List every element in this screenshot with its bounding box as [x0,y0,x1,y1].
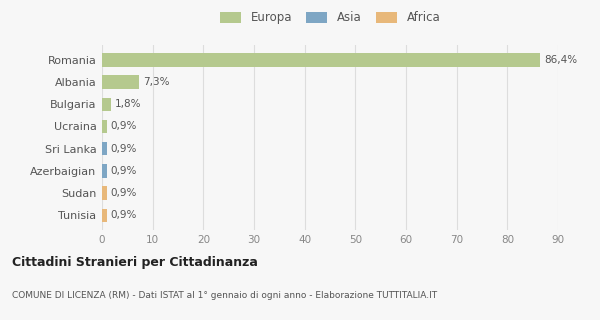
Bar [102,98,111,111]
Text: Cittadini Stranieri per Cittadinanza: Cittadini Stranieri per Cittadinanza [12,256,258,269]
Legend: Europa, Asia, Africa: Europa, Asia, Africa [217,9,443,27]
Bar [102,53,540,67]
Bar [102,187,107,200]
Text: COMUNE DI LICENZA (RM) - Dati ISTAT al 1° gennaio di ogni anno - Elaborazione TU: COMUNE DI LICENZA (RM) - Dati ISTAT al 1… [12,291,437,300]
Bar [102,120,107,133]
Text: 7,3%: 7,3% [143,77,170,87]
Text: 86,4%: 86,4% [544,55,577,65]
Bar [102,142,107,156]
Text: 0,9%: 0,9% [110,188,137,198]
Text: 0,9%: 0,9% [110,122,137,132]
Bar [102,76,139,89]
Text: 0,9%: 0,9% [110,144,137,154]
Bar [102,164,107,178]
Text: 0,9%: 0,9% [110,210,137,220]
Text: 1,8%: 1,8% [115,99,142,109]
Text: 0,9%: 0,9% [110,166,137,176]
Bar [102,209,107,222]
